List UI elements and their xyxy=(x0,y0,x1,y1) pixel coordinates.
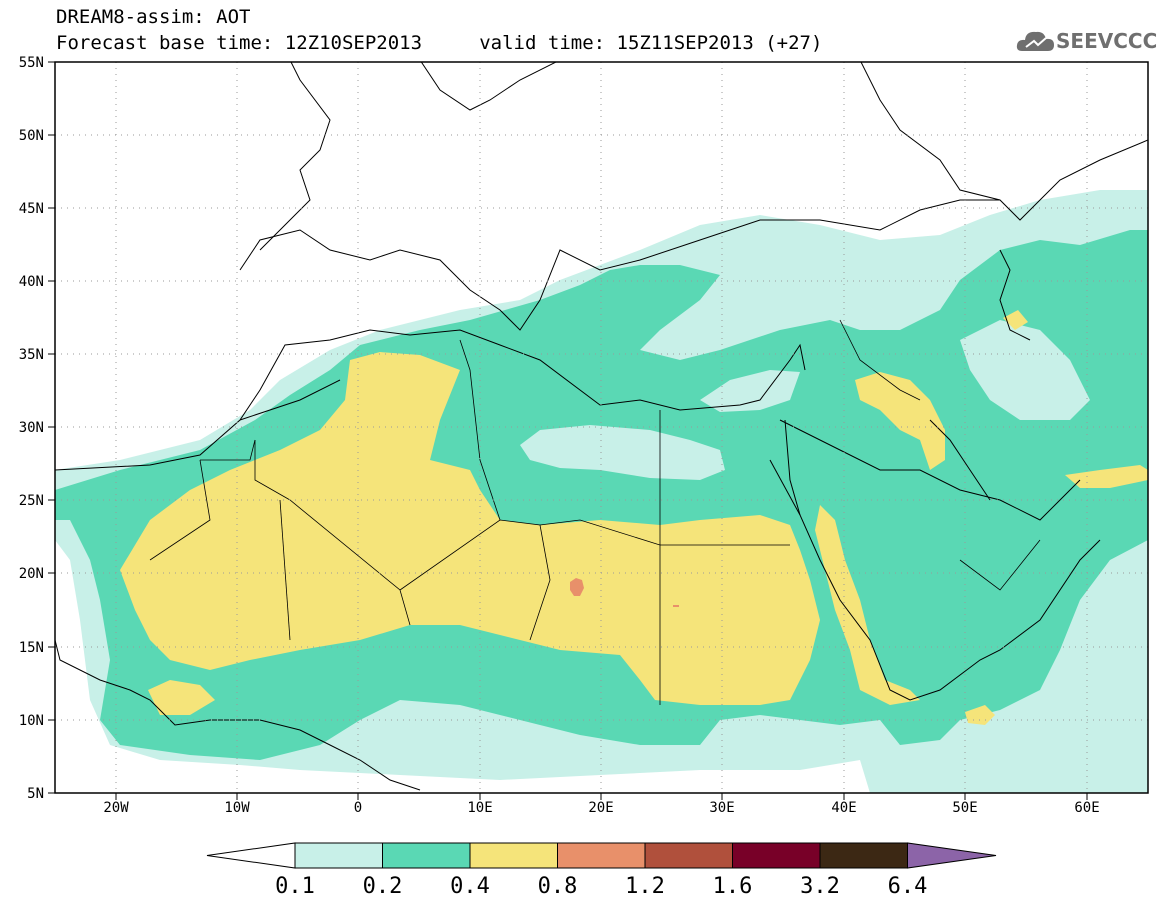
aot-contour-0.4-somalia xyxy=(965,705,995,725)
lat-label: 15N xyxy=(19,640,44,656)
aot-contour-0.4-westafrica xyxy=(148,680,215,715)
colorbar-swatch xyxy=(557,842,646,869)
lon-label: 50E xyxy=(952,800,977,816)
forecast-times: Forecast base time: 12Z10SEP2013 valid t… xyxy=(56,32,823,54)
lon-label: 20E xyxy=(588,800,613,816)
cloud-icon xyxy=(1016,31,1054,51)
latitude-labels: 55N 50N 45N 40N 35N 30N 25N 20N 15N 10N … xyxy=(19,55,44,802)
seevccc-logo: SEEVCCC xyxy=(1016,25,1158,57)
lat-label: 35N xyxy=(19,347,44,363)
lat-label: 55N xyxy=(19,55,44,71)
colorbar-swatch xyxy=(644,842,733,869)
colorbar-swatch xyxy=(294,842,383,869)
lon-label: 0 xyxy=(354,800,362,816)
aot-contour-low-libya xyxy=(520,425,725,480)
logo-text: SEEVCCC xyxy=(1056,29,1158,53)
lat-label: 30N xyxy=(19,420,44,436)
colorbar-label: 0.4 xyxy=(450,874,490,899)
lon-label: 10E xyxy=(467,800,492,816)
lon-label: 40E xyxy=(831,800,856,816)
lat-label: 40N xyxy=(19,274,44,290)
lat-label: 50N xyxy=(19,128,44,144)
aot-contour-0.4 xyxy=(120,352,820,705)
map-grid xyxy=(55,62,1148,793)
colorbar-lower-extension xyxy=(206,842,296,869)
colorbar-label: 3.2 xyxy=(800,874,840,899)
colorbar-swatch xyxy=(469,842,558,869)
colorbar-swatch xyxy=(382,842,471,869)
lat-label: 20N xyxy=(19,566,44,582)
colorbar-label: 6.4 xyxy=(888,874,928,899)
aot-contour-0.8-sudan xyxy=(673,605,679,607)
lat-label: 45N xyxy=(19,201,44,217)
colorbar-swatch xyxy=(819,842,908,869)
lat-label: 5N xyxy=(27,786,44,802)
aot-contour-0.8-chad xyxy=(570,578,584,596)
colorbar-swatch xyxy=(732,842,821,869)
map-title: DREAM8-assim: AOT xyxy=(56,6,251,28)
colorbar-label: 0.8 xyxy=(538,874,578,899)
lat-label: 10N xyxy=(19,713,44,729)
lon-label: 10W xyxy=(224,800,250,816)
colorbar-label: 0.2 xyxy=(363,874,403,899)
colorbar-label: 1.2 xyxy=(625,874,665,899)
lon-label: 30E xyxy=(709,800,734,816)
colorbar-label: 0.1 xyxy=(275,874,315,899)
aot-contour-0.4-caspian xyxy=(1003,310,1028,330)
map-tick-marks xyxy=(48,61,1088,800)
lon-label: 20W xyxy=(103,800,129,816)
colorbar-label: 1.6 xyxy=(713,874,753,899)
aot-contour-0.4-oman xyxy=(1065,465,1148,488)
lat-label: 25N xyxy=(19,493,44,509)
colorbar-upper-extension xyxy=(907,842,997,869)
lon-label: 60E xyxy=(1074,800,1099,816)
aot-contour-low-iran xyxy=(960,320,1090,420)
aot-contour-0.4-gulf xyxy=(855,372,945,470)
longitude-labels: 20W 10W 0 10E 20E 30E 40E 50E 60E xyxy=(103,800,1099,816)
coastlines xyxy=(55,62,1148,791)
aot-contour-0.4-redsea xyxy=(815,505,920,705)
